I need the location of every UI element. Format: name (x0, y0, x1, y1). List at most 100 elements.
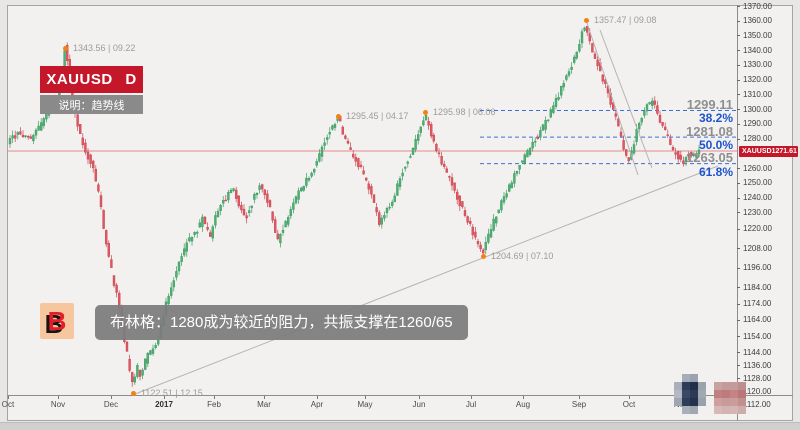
price-axis-label: 1230.00 (743, 207, 772, 217)
time-axis-tick (629, 396, 630, 399)
candle-body (474, 231, 477, 238)
candle-body (274, 219, 277, 233)
swing-marker-dot[interactable] (583, 17, 589, 23)
candle-body (422, 120, 425, 126)
candle-body (482, 249, 485, 254)
candle-body (315, 161, 318, 166)
candle-body (614, 113, 617, 117)
time-axis-label: Apr (310, 400, 324, 409)
candle-body (65, 44, 69, 61)
swing-marker-dot[interactable] (480, 253, 486, 259)
price-axis-tick (737, 197, 740, 199)
candle-body (365, 177, 368, 181)
candle-body (27, 136, 30, 138)
candle-body (232, 188, 235, 191)
candle-body (297, 190, 300, 200)
candle-body (19, 131, 22, 135)
swing-marker-dot[interactable] (422, 109, 428, 115)
candle-body (326, 137, 329, 140)
candle-body (47, 114, 51, 116)
candle-body (578, 43, 581, 52)
candle-body (432, 134, 435, 142)
time-axis-tick (471, 396, 472, 399)
time-axis-label: Sep (571, 400, 587, 409)
candle-body (344, 135, 347, 139)
fib-price-label: 1263.05 (686, 150, 733, 166)
candle-body (349, 147, 352, 150)
candle-body (110, 259, 113, 268)
candle-body (484, 241, 487, 251)
candle-body (526, 150, 529, 158)
candle-body (143, 358, 147, 370)
candle-body (104, 230, 108, 245)
candle-body (32, 135, 35, 142)
candle-body (674, 152, 677, 155)
candle-body (292, 202, 295, 210)
watermark-pixel (722, 406, 730, 414)
swing-marker-label: 1204.69 | 07.10 (491, 251, 554, 261)
watermark-pixel (674, 382, 682, 390)
candle-body (588, 32, 591, 42)
candle-body (37, 125, 40, 131)
candle-body (94, 168, 98, 182)
price-axis-tick (737, 20, 740, 22)
candle-body (115, 284, 118, 293)
candle-body (331, 125, 334, 130)
candle-body (463, 210, 467, 216)
candle-body (489, 229, 493, 238)
candle-body (146, 353, 150, 364)
candle-body (396, 183, 399, 196)
candle-body (653, 100, 656, 105)
watermark-pixel (714, 406, 722, 414)
candle-body (586, 26, 589, 33)
candle-body (151, 348, 155, 354)
candle-body (156, 339, 160, 345)
candle-body (531, 142, 534, 149)
candle-body (666, 134, 669, 136)
candle-body (573, 56, 576, 63)
candle-body (42, 118, 45, 126)
price-axis-label: 1112.00 (743, 399, 771, 409)
time-axis-tick (264, 396, 265, 399)
candle-body (695, 154, 698, 158)
candle-body (250, 205, 254, 208)
candle-body (362, 170, 365, 175)
candle-body (24, 135, 27, 137)
price-axis-label: 1370.00 (743, 1, 772, 11)
price-axis-tick (737, 123, 740, 125)
time-axis-label: Mar (257, 400, 271, 409)
candle-body (664, 126, 667, 130)
analysis-annotation[interactable]: 布林格：1280成为较近的阻力，共振支撑在1260/65 (95, 305, 468, 340)
candle-body (86, 151, 90, 160)
watermark-pixel (730, 390, 738, 398)
swing-marker-dot[interactable] (62, 45, 68, 51)
candle-body (383, 215, 386, 219)
candle-body (430, 124, 433, 137)
price-axis-tick (737, 267, 740, 269)
candle-body (167, 295, 170, 305)
candle-body (640, 118, 643, 123)
price-axis-tick (737, 168, 740, 170)
watermark-pixel (738, 398, 746, 406)
candle-body (406, 161, 409, 164)
trendline (129, 165, 719, 397)
candle-body (567, 71, 571, 76)
candle-body (651, 100, 654, 106)
price-axis-tick (737, 352, 740, 354)
watermark-pixel (690, 390, 698, 398)
candle-body (458, 195, 461, 207)
watermark-pixel (674, 398, 682, 406)
swing-marker-dot[interactable] (335, 113, 341, 119)
candle-body (471, 226, 474, 236)
price-axis-tick (737, 109, 740, 111)
candle-body (16, 132, 19, 135)
candle-body (279, 233, 282, 244)
swing-marker-dot[interactable] (130, 390, 136, 396)
candle-body (575, 51, 578, 59)
candle-body (201, 216, 204, 228)
candle-body (266, 193, 269, 203)
price-axis-label: 1250.00 (743, 178, 772, 188)
watermark-pixel (730, 382, 738, 390)
candle-body (411, 148, 415, 155)
